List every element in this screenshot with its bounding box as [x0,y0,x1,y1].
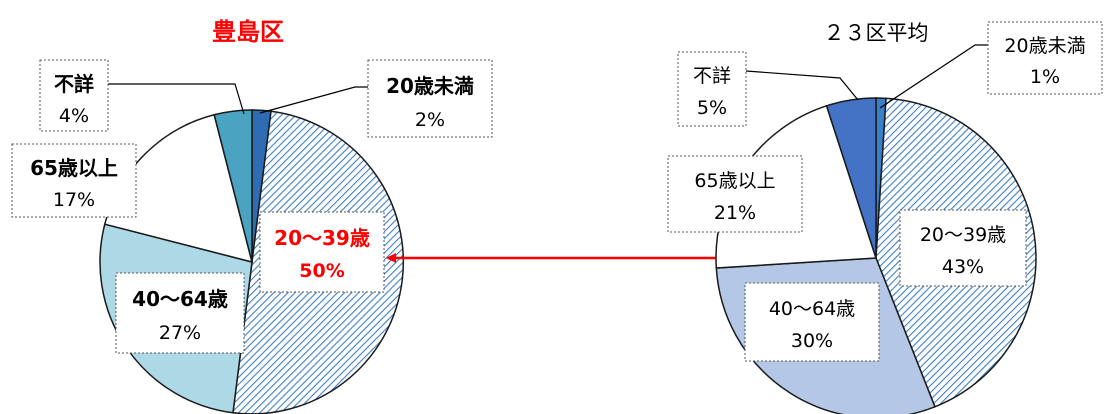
toshima-pie-chart: 豊島区 20歳未満 2% 不詳 4% 65歳以上 17% 40～64歳 27% … [12,18,492,414]
value-label: 21% [714,202,756,224]
value-label: 30% [791,330,833,352]
category-label: 40～64歳 [132,287,228,311]
value-label: 4% [59,105,89,127]
category-label: 不詳 [693,65,731,87]
slice-label-40to64: 40～64歳 30% [745,283,879,361]
category-label: 20～39歳 [920,224,1006,246]
category-label: 65歳以上 [694,170,775,192]
value-label: 43% [942,256,984,278]
category-label: 20～39歳 [274,226,370,250]
slice-label-20to39: 20～39歳 43% [900,210,1026,286]
leader-line [746,71,858,100]
value-label: 27% [159,322,201,344]
leader-line [260,87,368,113]
chart-title: ２３区平均 [824,21,929,45]
slice-label-65plus: 65歳以上 17% [12,144,136,217]
value-label: 1% [1030,66,1060,88]
category-label: 20歳未満 [1004,35,1085,57]
value-label: 2% [415,109,445,131]
ward-average-pie-chart: ２３区平均 20歳未満 1% 不詳 5% 65歳以上 21% 40～64歳 30… [668,21,1102,414]
slice-label-40to64: 40～64歳 27% [116,273,244,353]
value-label: 50% [299,260,344,282]
slice-label-65plus: 65歳以上 21% [668,156,802,232]
slice-label-20to39: 20～39歳 50% [260,212,384,292]
value-label: 5% [697,97,727,119]
category-label: 65歳以上 [30,156,118,180]
leader-line [108,84,244,114]
value-label: 17% [53,189,95,211]
chart-title: 豊島区 [212,18,284,46]
category-label: 40～64歳 [769,298,855,320]
category-label: 不詳 [54,72,94,96]
category-label: 20歳未満 [386,74,474,98]
